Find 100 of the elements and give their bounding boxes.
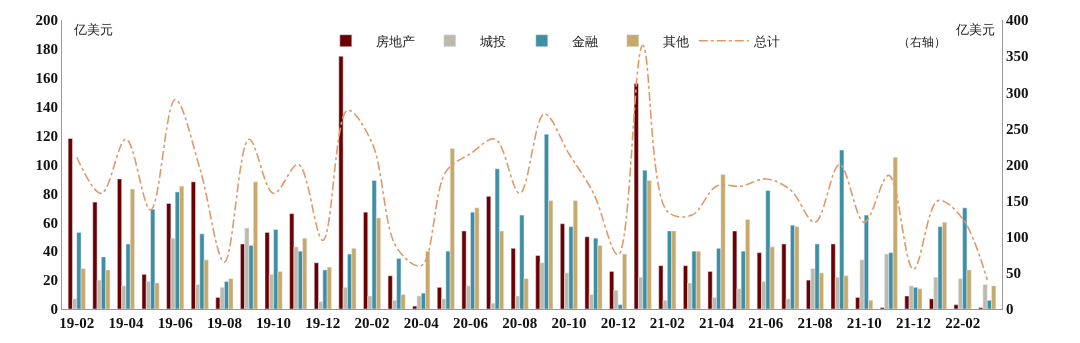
x-tick-label: 21-12 [895, 315, 931, 331]
bar [765, 190, 771, 309]
y-axis-title: 亿美元 [73, 22, 113, 37]
bar [962, 207, 968, 309]
legend-label: 其他 [662, 33, 689, 49]
bar [228, 278, 234, 309]
bar [351, 248, 357, 309]
y2-tick-label: 200 [1006, 156, 1029, 173]
y2-tick-label: 150 [1006, 192, 1029, 209]
annotation: （右轴） [898, 35, 946, 49]
bar [150, 209, 156, 309]
bar [302, 237, 308, 309]
legend-label: 总计 [752, 33, 780, 49]
bar [863, 214, 869, 309]
bar [794, 226, 800, 309]
bar [683, 265, 688, 309]
bar [338, 55, 344, 309]
y2-tick-label: 100 [1006, 229, 1029, 245]
y2-tick-label: 300 [1006, 84, 1029, 101]
bar [658, 265, 664, 309]
x-tick-label: 20-02 [354, 315, 390, 331]
bar [756, 252, 762, 309]
bar [273, 229, 279, 309]
bar [720, 174, 726, 309]
bar [707, 271, 713, 309]
bar [437, 287, 442, 309]
y-tick-label: 40 [43, 243, 58, 260]
y2-axis-title: 亿美元 [955, 22, 995, 37]
y2-tick-label: 350 [1006, 48, 1029, 65]
bar [814, 243, 820, 309]
bar [510, 248, 516, 309]
bar [289, 213, 295, 309]
x-tick-label: 22-02 [945, 315, 981, 331]
x-tick-label: 21-08 [797, 315, 833, 331]
bar [486, 196, 492, 309]
y2-tick-label: 0 [1006, 301, 1014, 318]
y-tick-label: 20 [43, 272, 58, 289]
legend-label: 城投 [478, 33, 506, 49]
x-tick-label: 19-08 [206, 315, 242, 331]
bar [474, 207, 480, 309]
x-tick-label: 20-04 [403, 315, 440, 331]
bar [363, 211, 368, 309]
bar [190, 181, 196, 309]
y-tick-label: 0 [50, 301, 58, 318]
y-tick-label: 60 [43, 214, 58, 231]
y2-tick-label: 250 [1006, 120, 1029, 137]
legend-label: 房地产 [375, 33, 415, 49]
y2-tick-label: 400 [1006, 12, 1029, 29]
bar [691, 250, 697, 309]
bar [117, 178, 122, 309]
bar [264, 232, 270, 309]
bar [732, 230, 738, 309]
y2-tick-label: 50 [1006, 265, 1021, 282]
x-tick-label: 19-06 [157, 315, 194, 331]
bar [461, 230, 467, 309]
bar [830, 243, 836, 309]
bar [494, 168, 500, 309]
bar [937, 226, 943, 309]
bar [584, 236, 590, 309]
bar [745, 219, 751, 309]
x-tick-label: 19-10 [256, 315, 292, 331]
y-tick-label: 80 [43, 185, 58, 202]
bar [199, 233, 205, 309]
x-tick-label: 19-12 [305, 315, 341, 331]
y-tick-label: 120 [35, 127, 58, 144]
x-tick-label: 19-04 [108, 315, 144, 331]
legend-label: 金融 [571, 33, 598, 49]
bar [371, 180, 377, 309]
bar [633, 83, 639, 309]
bar [519, 214, 525, 309]
y-tick-label: 180 [35, 41, 58, 58]
x-tick-label: 21-10 [846, 315, 882, 331]
bar [449, 148, 455, 309]
bar [982, 284, 988, 309]
bar [917, 288, 923, 309]
bar [416, 295, 422, 309]
x-tick-label: 21-06 [748, 315, 784, 331]
bar [92, 201, 98, 309]
bar [396, 258, 402, 309]
x-tick-label: 21-04 [699, 315, 735, 331]
x-tick-label: 20-08 [502, 315, 538, 331]
bar [991, 285, 997, 309]
bar [781, 243, 787, 309]
bar [179, 185, 185, 309]
bar [572, 200, 578, 309]
bar [671, 230, 677, 309]
bar [326, 266, 332, 309]
x-tick-label: 19-02 [59, 315, 95, 331]
bar [387, 275, 393, 309]
bar [166, 203, 172, 309]
bar [908, 285, 914, 309]
y-tick-label: 200 [35, 12, 58, 29]
bar [141, 274, 147, 309]
bar [76, 232, 82, 309]
x-tick-label: 20-06 [452, 315, 489, 331]
x-tick-label: 20-10 [551, 315, 587, 331]
bar [560, 223, 565, 309]
bar [609, 271, 615, 309]
bar [313, 262, 319, 309]
x-tick-label: 21-02 [649, 315, 685, 331]
